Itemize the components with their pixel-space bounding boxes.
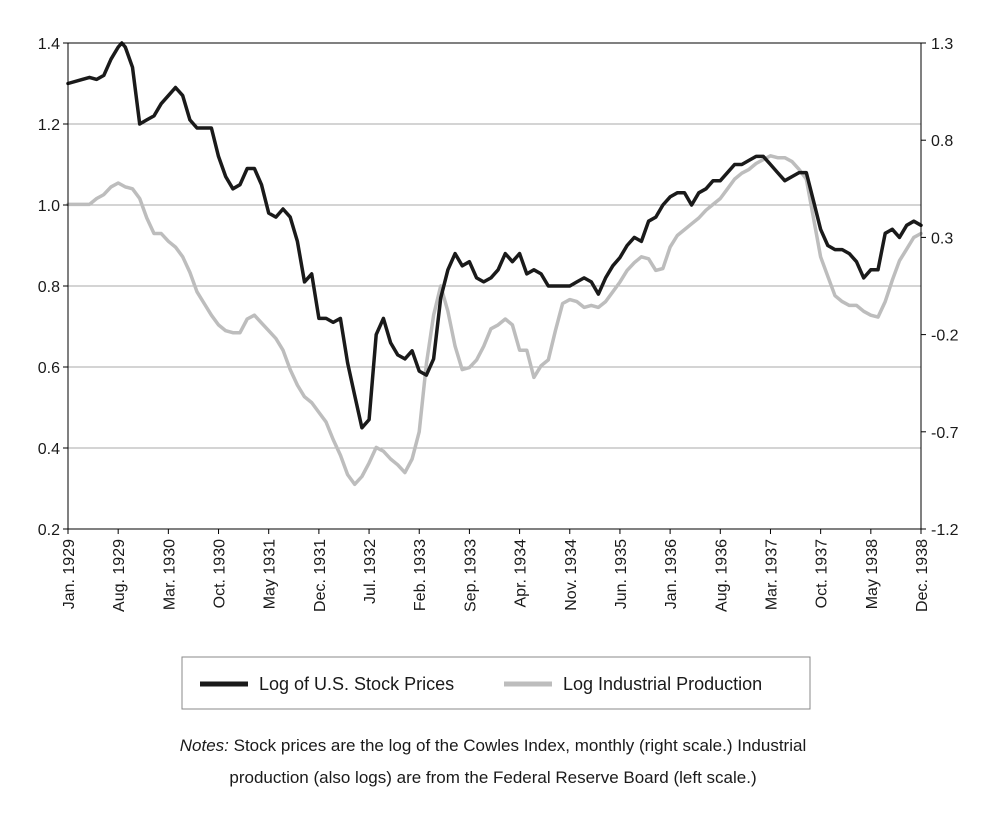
x-tick-label: Oct. 1937 xyxy=(814,539,831,608)
series-line-stock-prices xyxy=(66,41,923,430)
x-tick-label: May 1931 xyxy=(262,539,279,609)
x-tick-label: Sep. 1933 xyxy=(462,539,479,612)
legend-label-production: Log Industrial Production xyxy=(563,674,762,694)
notes-text-1: Stock prices are the log of the Cowles I… xyxy=(233,736,807,755)
right-tick-label: -0.2 xyxy=(931,328,959,345)
x-tick-label: Mar. 1937 xyxy=(763,539,780,610)
right-tick-label: 0.3 xyxy=(931,230,953,247)
left-tick-label: 1.4 xyxy=(38,36,60,53)
x-axis-ticks: Jan. 1929 Aug. 1929 Mar. 1930 Oct. 1930 May … xyxy=(61,529,931,612)
x-tick-label: Jan. 1929 xyxy=(61,539,78,609)
series-lines xyxy=(66,41,923,487)
left-tick-label: 0.6 xyxy=(38,360,60,377)
x-tick-label: Dec. 1931 xyxy=(312,539,329,612)
x-tick-label: Mar. 1930 xyxy=(161,539,178,610)
right-tick-label: -0.7 xyxy=(931,425,959,442)
x-tick-label: Apr. 1934 xyxy=(513,539,530,608)
left-tick-label: 1.2 xyxy=(38,117,60,134)
left-tick-label: 0.2 xyxy=(38,522,60,539)
x-tick-label: Aug. 1929 xyxy=(111,539,128,612)
notes-line-1: Notes: Stock prices are the log of the C… xyxy=(60,730,926,762)
legend-label-stock: Log of U.S. Stock Prices xyxy=(259,674,454,694)
notes-line-2: production (also logs) are from the Fede… xyxy=(229,768,757,787)
legend: Log of U.S. Stock Prices Log Industrial … xyxy=(181,656,811,710)
x-tick-label: Nov. 1934 xyxy=(563,539,580,611)
left-tick-label: 0.8 xyxy=(38,279,60,296)
series-line-industrial-production xyxy=(66,154,923,487)
right-tick-label: 1.3 xyxy=(931,36,953,53)
left-axis-ticks: 0.2 0.4 0.6 0.8 1.0 1.2 1.4 xyxy=(38,36,68,539)
x-tick-label: Dec. 1938 xyxy=(914,539,931,612)
right-tick-label: 0.8 xyxy=(931,133,953,150)
chart-notes: Notes: Stock prices are the log of the C… xyxy=(60,730,926,794)
right-tick-label: -1.2 xyxy=(931,522,959,539)
x-tick-label: Oct. 1930 xyxy=(212,539,229,608)
left-tick-label: 1.0 xyxy=(38,198,60,215)
x-tick-label: May 1938 xyxy=(864,539,881,609)
x-tick-label: Aug. 1936 xyxy=(713,539,730,612)
x-tick-label: Jun. 1935 xyxy=(613,539,630,609)
left-tick-label: 0.4 xyxy=(38,441,60,458)
notes-label: Notes: xyxy=(179,736,229,755)
x-tick-label: Feb. 1933 xyxy=(412,539,429,611)
x-tick-label: Jan. 1936 xyxy=(663,539,680,609)
legend-box xyxy=(181,656,811,710)
right-axis-ticks: -1.2 -0.7 -0.2 0.3 0.8 1.3 xyxy=(921,36,959,539)
x-tick-label: Jul. 1932 xyxy=(362,539,379,604)
